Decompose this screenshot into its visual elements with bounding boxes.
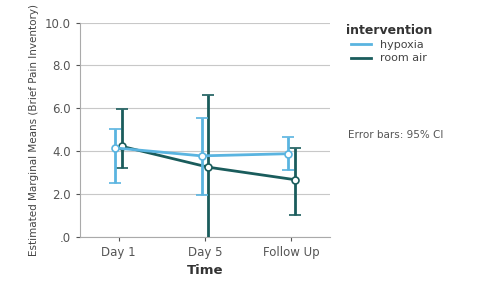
Text: Error bars: 95% CI: Error bars: 95% CI [348,130,443,140]
X-axis label: Time: Time [187,265,223,277]
Legend: hypoxia, room air: hypoxia, room air [346,24,432,63]
Y-axis label: Estimated Marginal Means (Brief Pain Inventory): Estimated Marginal Means (Brief Pain Inv… [30,4,40,256]
